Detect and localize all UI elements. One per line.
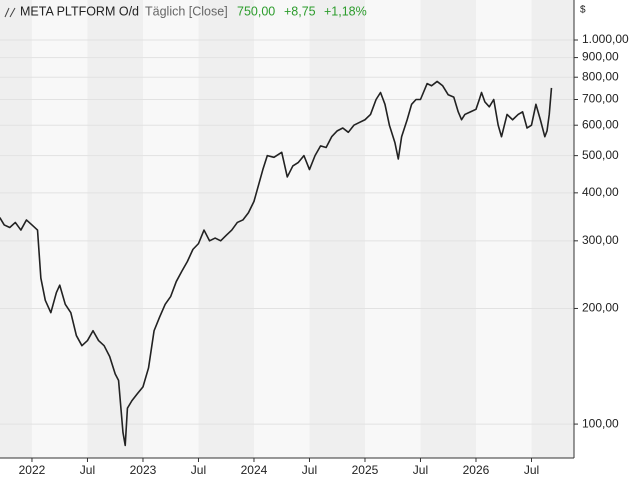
currency: $	[580, 5, 586, 16]
y-tick-label: 900,00	[582, 50, 619, 64]
x-tick-label: 2024	[241, 463, 268, 477]
instrument-name: META PLTFORM O/d	[20, 4, 139, 18]
band	[31, 0, 88, 458]
y-tick-label: 300,00	[582, 233, 619, 247]
band	[420, 0, 476, 458]
change-pct: +1,18%	[324, 4, 367, 18]
band	[309, 0, 365, 458]
band	[531, 0, 574, 458]
x-tick-label: Jul	[302, 463, 317, 477]
plot	[0, 80, 553, 447]
y-tick-label: 600,00	[582, 117, 619, 131]
y-tick-label: 700,00	[582, 92, 619, 106]
x-tick-label: Jul	[191, 463, 206, 477]
y-tick-label: 200,00	[582, 301, 619, 315]
x-tick-label: 2026	[463, 463, 490, 477]
y-tick-label: 800,00	[582, 69, 619, 83]
y-tick-label: 500,00	[582, 148, 619, 162]
x-tick-label: 2025	[352, 463, 379, 477]
x-tick-label: Jul	[80, 463, 95, 477]
background	[0, 0, 574, 458]
x-tick-label: Jul	[413, 463, 428, 477]
y-tick-label: 400,00	[582, 185, 619, 199]
band	[253, 0, 310, 458]
band	[0, 0, 32, 458]
x-tick-label: 2022	[19, 463, 46, 477]
last-price: 750,00	[237, 4, 275, 18]
band	[142, 0, 199, 458]
x-tick-label: 2023	[130, 463, 157, 477]
change: +8,75	[284, 4, 316, 18]
y-tick-label: 100,00	[582, 416, 619, 430]
band	[475, 0, 532, 458]
y-tick-label: 1.000,00	[582, 32, 629, 46]
x-tick-label: Jul	[524, 463, 539, 477]
band	[198, 0, 254, 458]
price-line	[0, 80, 553, 447]
band	[87, 0, 143, 458]
chart-icon	[4, 7, 16, 18]
band	[364, 0, 421, 458]
grid	[0, 39, 574, 425]
interval: Täglich [Close]	[145, 4, 228, 18]
